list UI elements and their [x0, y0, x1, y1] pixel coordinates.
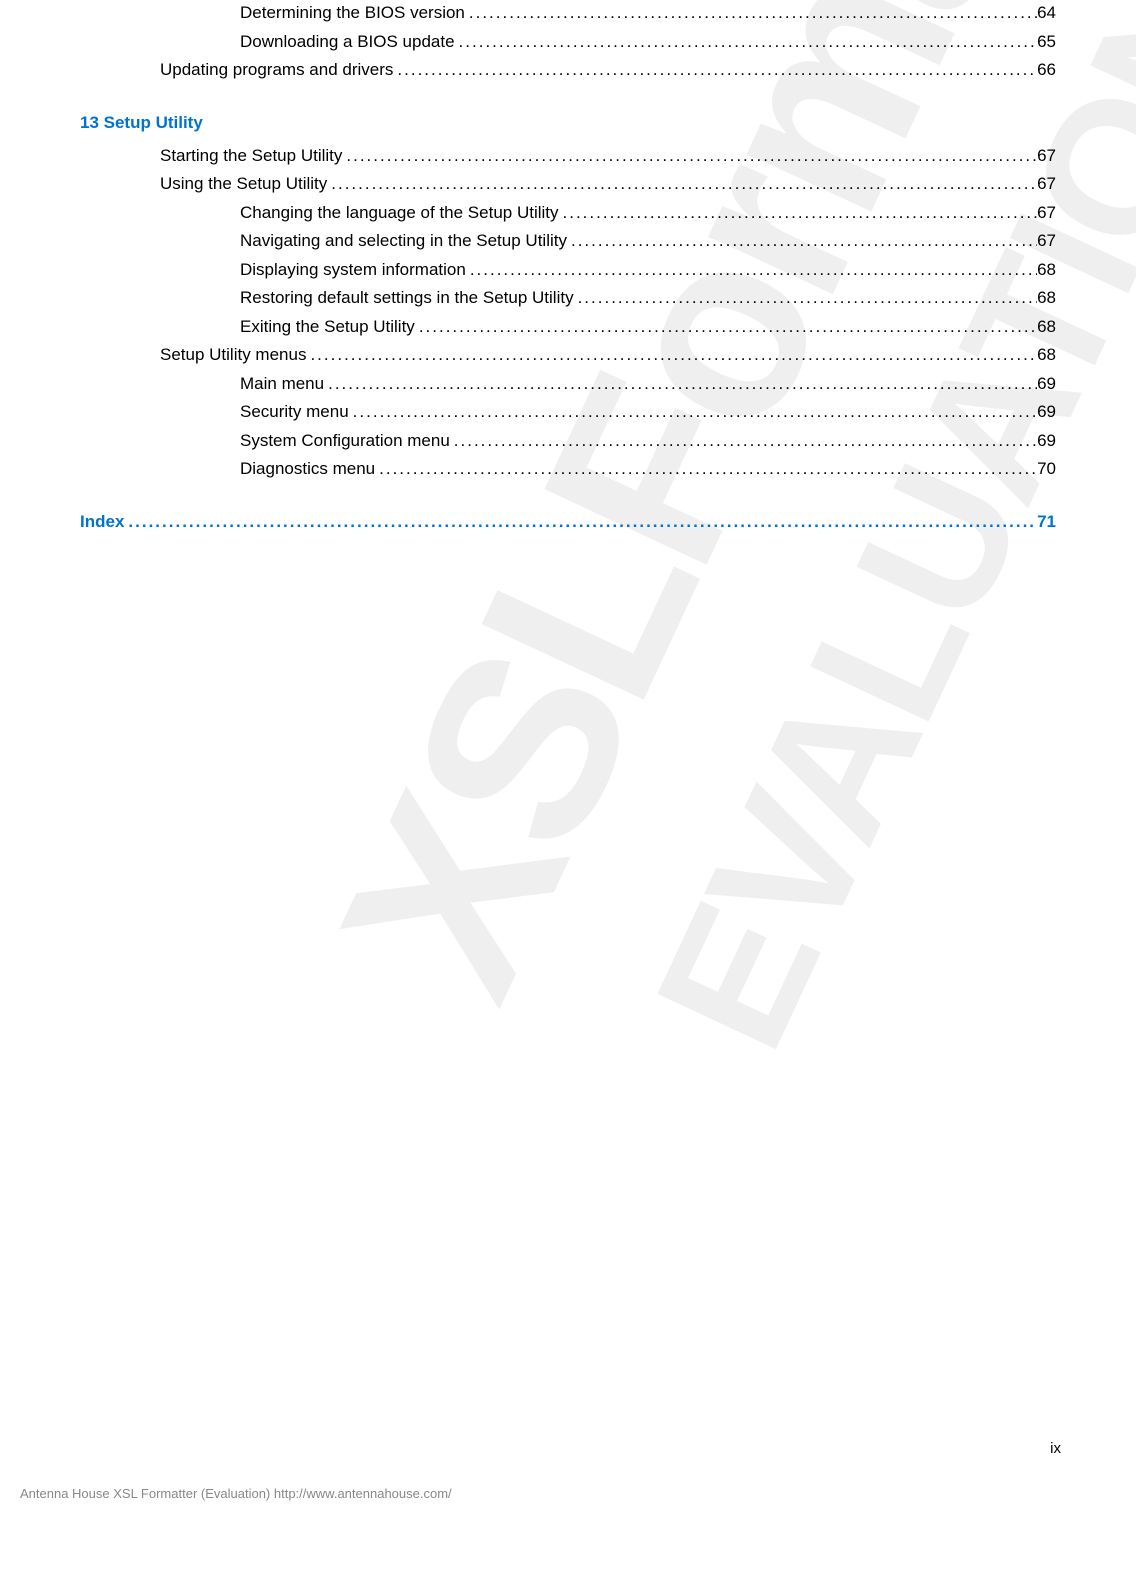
leader-dots [567, 228, 1037, 254]
toc-row: Updating programs and drivers 66 [80, 57, 1056, 83]
leader-dots [349, 399, 1037, 425]
index-row: Index 71 [80, 512, 1056, 532]
toc-text: Downloading a BIOS update [240, 29, 455, 55]
toc-row: Main menu 69 [80, 371, 1056, 397]
leader-dots [455, 29, 1038, 55]
toc-text: Changing the language of the Setup Utili… [240, 200, 559, 226]
toc-row: Setup Utility menus 68 [80, 342, 1056, 368]
toc-row: System Configuration menu 69 [80, 428, 1056, 454]
leader-dots [559, 200, 1038, 226]
leader-dots [450, 428, 1037, 454]
toc-text: Diagnostics menu [240, 456, 375, 482]
toc-row: Starting the Setup Utility 67 [80, 143, 1056, 169]
toc-row: Displaying system information 68 [80, 257, 1056, 283]
toc-page: 68 [1037, 314, 1056, 340]
toc-row: Changing the language of the Setup Utili… [80, 200, 1056, 226]
toc-content: Determining the BIOS version 64 Downloadi… [0, 0, 1136, 532]
leader-dots [466, 257, 1037, 283]
toc-page: 69 [1037, 371, 1056, 397]
toc-text: Navigating and selecting in the Setup Ut… [240, 228, 567, 254]
toc-page: 65 [1037, 29, 1056, 55]
toc-page: 68 [1037, 285, 1056, 311]
toc-row: Determining the BIOS version 64 [80, 0, 1056, 26]
chapter-heading: 13 Setup Utility [80, 113, 1056, 133]
footer-text: Antenna House XSL Formatter (Evaluation)… [20, 1486, 452, 1501]
page-number: ix [1050, 1440, 1061, 1457]
leader-dots [375, 456, 1037, 482]
leader-dots [124, 512, 1037, 532]
toc-page: 67 [1037, 143, 1056, 169]
toc-text: Using the Setup Utility [160, 171, 327, 197]
toc-page: 68 [1037, 257, 1056, 283]
toc-row: Downloading a BIOS update 65 [80, 29, 1056, 55]
toc-row: Restoring default settings in the Setup … [80, 285, 1056, 311]
index-label: Index [80, 512, 124, 532]
toc-page: 67 [1037, 228, 1056, 254]
toc-text: Main menu [240, 371, 324, 397]
toc-text: Starting the Setup Utility [160, 143, 342, 169]
toc-page: 69 [1037, 428, 1056, 454]
index-page: 71 [1037, 512, 1056, 532]
toc-text: Security menu [240, 399, 349, 425]
toc-row: Security menu 69 [80, 399, 1056, 425]
toc-row: Using the Setup Utility 67 [80, 171, 1056, 197]
toc-row: Diagnostics menu 70 [80, 456, 1056, 482]
toc-text: Restoring default settings in the Setup … [240, 285, 574, 311]
leader-dots [306, 342, 1037, 368]
toc-row: Navigating and selecting in the Setup Ut… [80, 228, 1056, 254]
toc-row: Exiting the Setup Utility 68 [80, 314, 1056, 340]
toc-page: 70 [1037, 456, 1056, 482]
leader-dots [465, 0, 1037, 26]
toc-page: 69 [1037, 399, 1056, 425]
toc-text: Exiting the Setup Utility [240, 314, 415, 340]
toc-page: 67 [1037, 171, 1056, 197]
leader-dots [324, 371, 1037, 397]
toc-text: Displaying system information [240, 257, 466, 283]
leader-dots [415, 314, 1037, 340]
toc-page: 64 [1037, 0, 1056, 26]
toc-text: Updating programs and drivers [160, 57, 393, 83]
leader-dots [393, 57, 1037, 83]
toc-page: 66 [1037, 57, 1056, 83]
toc-page: 67 [1037, 200, 1056, 226]
toc-text: Determining the BIOS version [240, 0, 465, 26]
leader-dots [342, 143, 1037, 169]
toc-text: System Configuration menu [240, 428, 450, 454]
toc-page: 68 [1037, 342, 1056, 368]
leader-dots [574, 285, 1038, 311]
toc-text: Setup Utility menus [160, 342, 306, 368]
leader-dots [327, 171, 1037, 197]
